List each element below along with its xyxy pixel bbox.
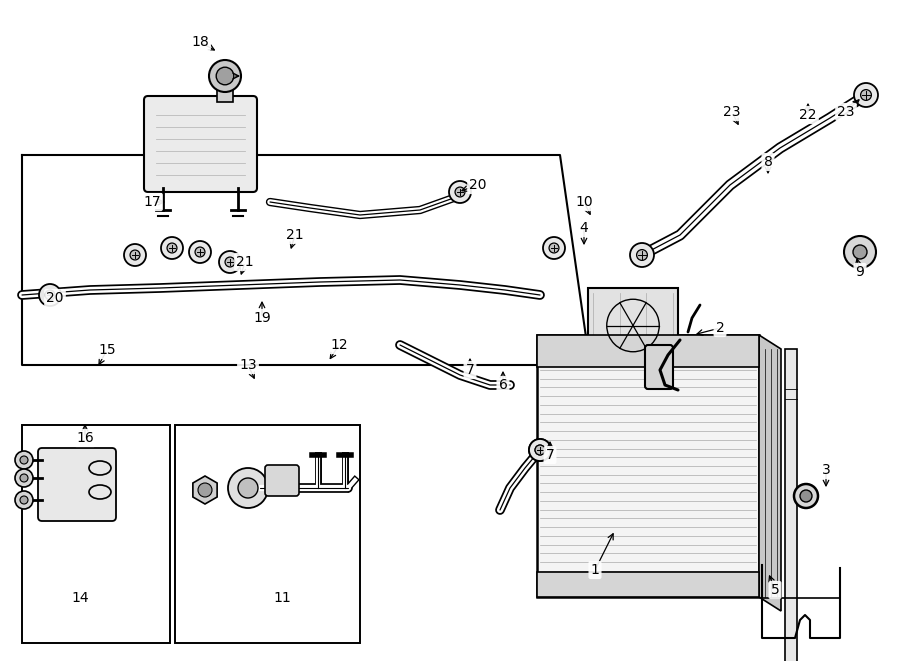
FancyBboxPatch shape	[645, 345, 673, 389]
Text: 4: 4	[580, 221, 589, 235]
Text: 21: 21	[286, 228, 304, 242]
Circle shape	[529, 439, 551, 461]
Circle shape	[794, 484, 818, 508]
Circle shape	[20, 474, 28, 482]
Circle shape	[209, 60, 241, 92]
Circle shape	[15, 491, 33, 509]
Circle shape	[455, 187, 465, 197]
Text: 7: 7	[465, 363, 474, 377]
Polygon shape	[759, 335, 781, 611]
Text: 2: 2	[716, 321, 724, 335]
Bar	[537, 572, 759, 597]
Circle shape	[216, 67, 234, 85]
Text: 22: 22	[799, 108, 817, 122]
Bar	[175, 425, 360, 643]
Circle shape	[800, 490, 812, 502]
Circle shape	[853, 245, 867, 259]
Circle shape	[535, 445, 545, 455]
FancyBboxPatch shape	[265, 465, 299, 496]
Circle shape	[15, 469, 33, 487]
Bar	[537, 335, 759, 367]
Circle shape	[167, 243, 177, 253]
Text: 9: 9	[856, 265, 864, 279]
Text: 12: 12	[330, 338, 347, 352]
Text: 11: 11	[273, 591, 291, 605]
Circle shape	[449, 181, 471, 203]
Text: 6: 6	[499, 378, 508, 392]
Circle shape	[860, 90, 871, 100]
Circle shape	[238, 478, 258, 498]
Circle shape	[636, 250, 647, 260]
Circle shape	[189, 241, 211, 263]
Bar	[22, 425, 170, 643]
Bar	[588, 288, 678, 363]
Circle shape	[39, 284, 61, 306]
Bar	[217, 88, 233, 102]
Text: 23: 23	[837, 105, 855, 119]
Text: 16: 16	[76, 431, 94, 445]
Text: 5: 5	[770, 583, 779, 597]
Circle shape	[20, 456, 28, 464]
Bar	[537, 335, 759, 597]
Text: 18: 18	[191, 35, 209, 49]
Text: 15: 15	[98, 343, 116, 357]
Circle shape	[549, 243, 559, 253]
Circle shape	[15, 451, 33, 469]
Circle shape	[543, 237, 565, 259]
Text: 19: 19	[253, 311, 271, 325]
Bar	[785, 349, 797, 661]
Text: 21: 21	[236, 255, 254, 269]
FancyBboxPatch shape	[144, 96, 257, 192]
Circle shape	[225, 257, 235, 267]
Text: 1: 1	[590, 563, 599, 577]
Text: 7: 7	[545, 448, 554, 462]
FancyBboxPatch shape	[38, 448, 116, 521]
Text: 8: 8	[763, 155, 772, 169]
Text: 17: 17	[143, 195, 161, 209]
Circle shape	[844, 236, 876, 268]
Circle shape	[20, 496, 28, 504]
Circle shape	[161, 237, 183, 259]
Circle shape	[219, 251, 241, 273]
Circle shape	[228, 468, 268, 508]
Circle shape	[195, 247, 205, 257]
Circle shape	[854, 83, 878, 107]
Text: 23: 23	[724, 105, 741, 119]
Circle shape	[124, 244, 146, 266]
Circle shape	[529, 439, 551, 461]
Circle shape	[45, 290, 55, 300]
Circle shape	[198, 483, 212, 497]
Circle shape	[535, 445, 545, 455]
Text: 13: 13	[239, 358, 256, 372]
Text: 3: 3	[822, 463, 831, 477]
Circle shape	[630, 243, 654, 267]
Text: 10: 10	[575, 195, 593, 209]
Text: 20: 20	[46, 291, 64, 305]
Circle shape	[130, 250, 140, 260]
Text: 14: 14	[71, 591, 89, 605]
Text: 20: 20	[469, 178, 487, 192]
